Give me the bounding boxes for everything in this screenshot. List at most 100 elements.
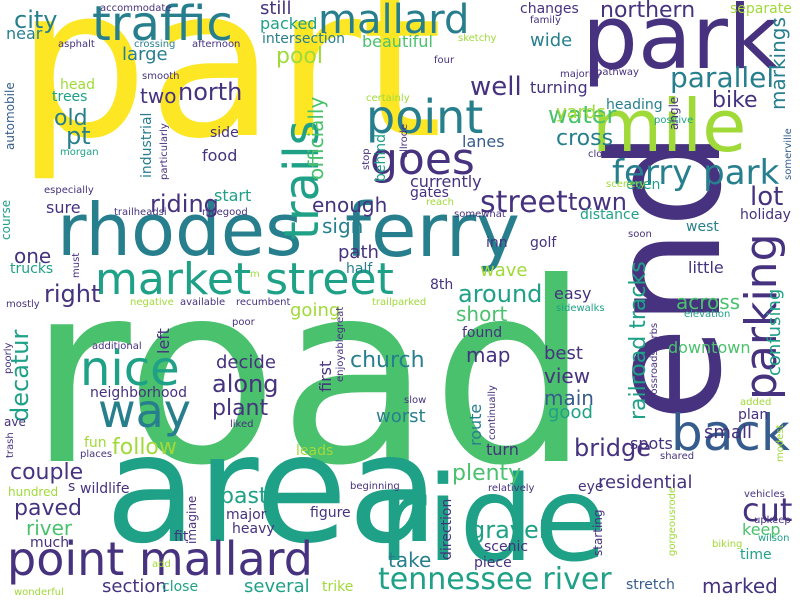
word-pathway: pathway bbox=[596, 67, 639, 78]
word-riding: riding bbox=[150, 190, 219, 218]
word-city: city bbox=[14, 6, 58, 34]
word-angle: angle bbox=[667, 96, 681, 130]
word-point: point bbox=[366, 90, 484, 144]
word-family: family bbox=[530, 15, 561, 26]
word-map: map bbox=[466, 343, 511, 367]
word-point-mallard: point mallard bbox=[7, 532, 313, 586]
word-keep: keep bbox=[742, 520, 781, 539]
word-first: first bbox=[316, 360, 335, 392]
word-continually: continually bbox=[487, 385, 498, 440]
word-tennessee-river: tennessee river bbox=[378, 562, 612, 597]
word-certainly: certainly bbox=[366, 93, 410, 104]
word-two: two bbox=[140, 84, 177, 108]
word-sidewalks: sidewalks bbox=[556, 303, 605, 314]
word-slow: slow bbox=[404, 395, 427, 406]
word-crossroadscurbs: crossroadscurbs bbox=[649, 322, 660, 404]
word-soon: soon bbox=[628, 229, 652, 240]
word-starting: starting bbox=[591, 509, 605, 556]
word-gates: gates bbox=[410, 185, 449, 201]
word-places: places bbox=[80, 449, 113, 460]
word-nice: nice bbox=[80, 341, 180, 397]
word-goes: goes bbox=[370, 134, 475, 185]
word-sketchy: sketchy bbox=[458, 33, 497, 44]
word-section: section bbox=[102, 576, 167, 597]
word-intersection: intersection bbox=[262, 31, 346, 47]
word-residential: residential bbox=[598, 472, 693, 493]
word-trees: trees bbox=[52, 89, 88, 105]
word-marked: marked bbox=[702, 574, 778, 598]
word-old: old bbox=[54, 106, 88, 131]
word-packed: packed bbox=[260, 14, 318, 33]
word-church: church bbox=[350, 348, 425, 373]
word-stop: stop bbox=[361, 148, 372, 170]
word-nicegood: nicegood bbox=[202, 207, 248, 218]
word-modest: modest bbox=[775, 424, 786, 463]
word-found: found bbox=[462, 325, 503, 341]
word-much: much bbox=[30, 535, 70, 551]
word-accommodate: accommodate bbox=[100, 3, 172, 14]
word-wonderful: wonderful bbox=[14, 587, 64, 598]
word-imagine: imagine bbox=[185, 495, 199, 544]
word-along: along bbox=[212, 370, 279, 398]
word-gravel: gravel bbox=[470, 516, 546, 544]
word-good: good bbox=[548, 402, 593, 423]
word-small: small bbox=[704, 422, 752, 443]
word-road: road bbox=[28, 229, 591, 520]
word-best: best bbox=[544, 343, 583, 364]
word-bridge: bridge bbox=[574, 434, 652, 462]
word-somerville: somerville bbox=[783, 128, 794, 180]
word-paved: paved bbox=[14, 496, 82, 521]
word-main: main bbox=[544, 386, 594, 410]
word-positive: positive bbox=[654, 115, 694, 126]
word-beautiful: beautiful bbox=[362, 32, 433, 51]
word-somewhat: somewhat bbox=[454, 209, 506, 220]
word-mile: mile bbox=[592, 84, 747, 168]
word-water: water bbox=[548, 101, 617, 129]
word-area: area bbox=[105, 403, 440, 577]
word-plant: plant bbox=[212, 396, 269, 421]
word-parallel: parallel bbox=[670, 61, 775, 94]
word-distance: distance bbox=[580, 207, 640, 223]
word-street: street bbox=[480, 185, 568, 220]
word-heading: heading bbox=[606, 97, 663, 113]
word-fun: fun bbox=[84, 435, 107, 451]
word-cross: cross bbox=[556, 126, 614, 151]
word-cut: cut bbox=[742, 491, 793, 529]
word-lot: lot bbox=[750, 182, 784, 212]
word-easy: easy bbox=[554, 284, 592, 303]
word-ferry: ferry bbox=[345, 188, 520, 274]
word-well: well bbox=[470, 72, 522, 102]
word-northern: northern bbox=[600, 0, 696, 23]
word-fit: fit bbox=[174, 529, 189, 545]
word-separate: separate bbox=[730, 1, 792, 17]
word-worst: worst bbox=[376, 406, 426, 427]
word-still: still bbox=[260, 0, 292, 19]
word-head: head bbox=[60, 77, 95, 93]
word-market-street: market street bbox=[95, 254, 394, 305]
word-recumbent: recumbent bbox=[236, 297, 291, 308]
word-crossing: crossing bbox=[134, 39, 176, 50]
word-pool: pool bbox=[276, 44, 323, 69]
word-start: start bbox=[214, 186, 252, 205]
word-especially: especially bbox=[44, 185, 94, 196]
word-past: past bbox=[220, 484, 268, 509]
word-available: available bbox=[180, 297, 226, 308]
word-negative: negative bbox=[130, 297, 174, 308]
word-couple: couple bbox=[10, 460, 84, 485]
word-mallard: mallard bbox=[318, 0, 470, 43]
word-food: food bbox=[202, 146, 238, 165]
word-direction: direction bbox=[439, 498, 455, 560]
word-automobile: automobile bbox=[3, 82, 17, 150]
word-wildlife: wildlife bbox=[80, 481, 130, 497]
word-wave: wave bbox=[480, 260, 528, 281]
word-follow: follow bbox=[112, 435, 177, 460]
word-take: take bbox=[388, 548, 432, 572]
word-leads: leads bbox=[296, 443, 334, 459]
word-add: add bbox=[152, 559, 171, 570]
word-scenic: scenic bbox=[484, 539, 529, 555]
word-stretch: stretch bbox=[626, 577, 675, 593]
word-major: major bbox=[226, 507, 267, 523]
word-poor: poor bbox=[232, 317, 255, 328]
word-short: short bbox=[456, 302, 508, 326]
